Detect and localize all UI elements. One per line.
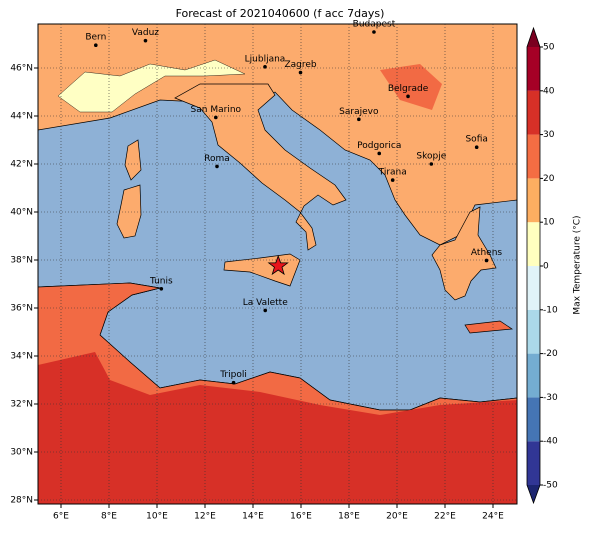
colorbar-tick-label: 20	[543, 174, 555, 184]
title: Forecast of 2021040600 (f acc 7days)	[176, 7, 385, 20]
city-dot	[372, 30, 376, 34]
city-label: San Marino	[191, 105, 242, 115]
city-label: Bern	[85, 33, 106, 43]
colorbar-tick-label: -10	[543, 305, 558, 315]
colorbar-label: Max Temperature (°C)	[573, 215, 583, 314]
city-label: Tirana	[378, 168, 407, 178]
colorbar-tick-label: 40	[543, 86, 555, 96]
colorbar-segment	[527, 397, 540, 442]
map-frame	[37, 23, 518, 505]
y-tick-label: 44°N	[10, 112, 33, 122]
y-tick-label: 28°N	[10, 496, 33, 506]
colorbar-tick-label: 30	[543, 130, 555, 140]
overlay: 6°E 8°E 10°E 12°E 14°E 16°E 18°E 20°E 22°E 24°E 28…	[10, 20, 558, 522]
colorbar-segment	[527, 134, 540, 179]
y-tick-label: 36°N	[10, 304, 33, 314]
colorbar-tick-label: -40	[543, 437, 558, 447]
colorbar-segment	[527, 90, 540, 135]
colorbar-tick-label: 0	[543, 262, 549, 272]
colorbar-segment	[527, 266, 540, 310]
greece	[431, 206, 497, 301]
x-tick-label: 14°E	[242, 512, 264, 522]
city-dot	[94, 43, 98, 47]
city-label: Zagreb	[284, 60, 316, 70]
colorbar-segment	[527, 309, 540, 354]
city-label: Athens	[471, 248, 502, 258]
colorbar-segment	[527, 441, 540, 485]
x-tick-label: 6°E	[53, 512, 69, 522]
city-dot	[214, 115, 218, 120]
x-tick-label: 8°E	[101, 512, 117, 522]
colorbar-segment	[527, 222, 540, 266]
colorbar-tick-label: 50	[543, 43, 555, 53]
x-tick-label: 10°E	[146, 512, 168, 522]
city-dot	[159, 287, 164, 291]
city-label: Belgrade	[388, 84, 429, 94]
colorbar-tick-label: -20	[543, 349, 558, 359]
sardinia	[116, 184, 142, 239]
city-dot	[215, 164, 219, 169]
y-tick-label: 38°N	[10, 256, 33, 266]
y-tick-label: 30°N	[10, 448, 33, 458]
city-dot	[390, 178, 395, 182]
city-label: La Valette	[243, 298, 288, 308]
city-dot	[406, 94, 410, 99]
colorbar-segment	[527, 47, 540, 91]
star-marker	[267, 254, 289, 276]
city-dot	[263, 65, 267, 69]
y-tick-label: 34°N	[10, 352, 33, 362]
italy	[174, 83, 347, 251]
city-label: Vaduz	[132, 28, 159, 38]
x-tick-label: 24°E	[482, 512, 504, 522]
city-dot	[484, 258, 489, 263]
sicily	[223, 253, 301, 287]
x-tick-label: 16°E	[290, 512, 312, 522]
colorbar-tick-label: -50	[543, 481, 558, 491]
city-label: Podgorica	[357, 141, 401, 151]
y-tick-label: 40°N	[10, 208, 33, 218]
city-label: Sofia	[465, 135, 487, 145]
corsica	[124, 139, 142, 181]
city-dot	[143, 38, 148, 43]
city-dot	[357, 117, 361, 122]
city-dot	[298, 70, 303, 75]
x-tick-label: 12°E	[194, 512, 216, 522]
city-label: Sarajevo	[339, 107, 379, 117]
city-dot	[429, 162, 434, 166]
colorbar-extend	[527, 485, 540, 503]
colorbar-tick-label: 10	[543, 218, 555, 228]
y-tick-label: 46°N	[10, 64, 33, 74]
city-label: Roma	[204, 154, 230, 164]
city-dot	[377, 151, 382, 156]
city-label: Skopje	[416, 152, 446, 162]
y-tick-label: 32°N	[10, 400, 33, 410]
city-dot	[474, 145, 479, 149]
city-label: Tripoli	[219, 370, 247, 380]
city-dot	[263, 308, 268, 313]
colorbar-tick-label: -30	[543, 393, 558, 403]
city-label: Ljubljana	[245, 54, 286, 64]
crete	[464, 320, 514, 334]
city-dot	[231, 380, 236, 385]
warm-zone	[380, 64, 442, 110]
colorbar-extend	[527, 28, 540, 47]
city-label: Budapest	[353, 20, 396, 30]
x-tick-label: 22°E	[434, 512, 456, 522]
colorbar-segment	[527, 178, 540, 223]
y-tick-label: 42°N	[10, 160, 33, 170]
colorbar-segment	[527, 353, 540, 398]
city-label: Tunis	[149, 276, 173, 286]
alps-zone	[57, 59, 246, 113]
x-tick-label: 18°E	[338, 512, 360, 522]
x-tick-label: 20°E	[386, 512, 408, 522]
